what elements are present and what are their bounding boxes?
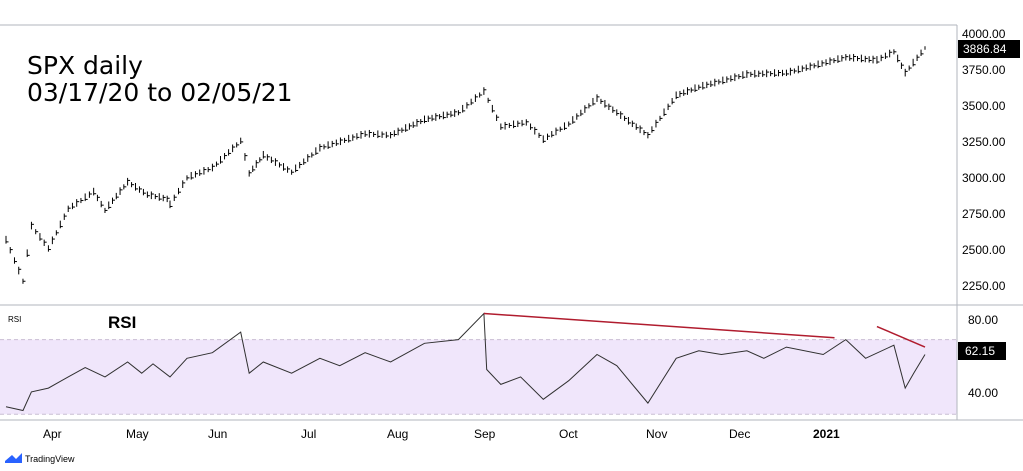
rsi-band <box>0 339 957 415</box>
chart-title-line-2: 03/17/20 to 02/05/21 <box>27 78 293 107</box>
last-price-value: 3886.84 <box>963 42 1007 56</box>
time-label: 2021 <box>813 427 840 441</box>
divergence-layer <box>483 312 926 348</box>
price-tick-label: 2500.00 <box>962 243 1006 257</box>
time-label: Sep <box>474 427 496 441</box>
price-axis[interactable]: 4000.00 3750.00 3500.00 3250.00 3000.00 … <box>962 27 1006 293</box>
rsi-tick-label: 80.00 <box>968 313 998 327</box>
rsi-indicator-tag: RSI <box>8 315 21 324</box>
rsi-label: RSI <box>108 313 136 332</box>
divergence-trendline[interactable] <box>876 325 926 348</box>
time-label: Jul <box>301 427 316 441</box>
tradingview-logo-icon[interactable] <box>5 453 22 463</box>
price-tick-label: 4000.00 <box>962 27 1006 41</box>
tradingview-logo-shape <box>5 453 22 463</box>
rsi-series-layer <box>5 312 926 412</box>
rsi-axis[interactable]: 80.00 40.00 <box>968 313 998 400</box>
brand-label: TradingView <box>25 454 75 464</box>
time-label: May <box>126 427 149 441</box>
rsi-last-badge <box>958 342 1006 360</box>
time-label: Apr <box>43 427 62 441</box>
chart-panes <box>0 25 957 415</box>
price-series-layer <box>5 46 926 284</box>
last-price-badge <box>958 40 1020 58</box>
price-tick-label: 3500.00 <box>962 99 1006 113</box>
time-label: Oct <box>559 427 578 441</box>
rsi-tick-label: 40.00 <box>968 386 998 400</box>
chart-title-line-1: SPX daily <box>27 51 143 80</box>
price-tick-label: 3000.00 <box>962 171 1006 185</box>
time-label: Nov <box>646 427 667 441</box>
time-label: Dec <box>729 427 750 441</box>
rsi-line <box>5 312 926 412</box>
divergence-trendline[interactable] <box>483 312 835 339</box>
price-tick-label: 3750.00 <box>962 63 1006 77</box>
rsi-last-value: 62.15 <box>965 344 995 358</box>
time-label: Aug <box>387 427 408 441</box>
time-label: Jun <box>208 427 227 441</box>
price-tick-label: 2750.00 <box>962 207 1006 221</box>
price-tick-label: 2250.00 <box>962 279 1006 293</box>
price-pane <box>0 25 957 305</box>
time-axis[interactable]: Apr May Jun Jul Aug Sep Oct Nov Dec 2021 <box>43 427 840 441</box>
price-tick-label: 3250.00 <box>962 135 1006 149</box>
